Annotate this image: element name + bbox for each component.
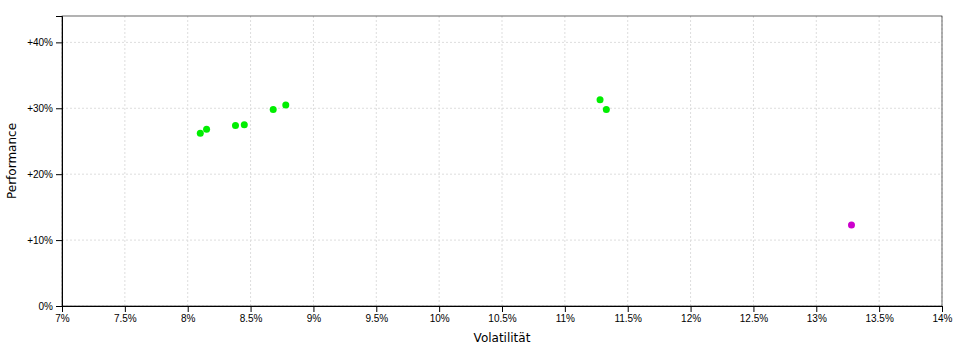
tick-mark — [691, 306, 692, 312]
grid-line — [62, 240, 942, 241]
tick: +30% — [27, 103, 62, 114]
tick-label: 8% — [181, 313, 196, 324]
point — [848, 221, 855, 228]
tick-label: 9.5% — [365, 313, 388, 324]
points — [197, 96, 855, 228]
tick: 0% — [39, 301, 62, 312]
tick-mark — [942, 306, 943, 312]
tick: 13.5% — [865, 306, 893, 324]
grid-line — [124, 16, 125, 306]
grid — [62, 16, 942, 306]
tick-mark — [125, 306, 126, 312]
grid-line — [376, 16, 377, 306]
axis-line — [63, 307, 943, 313]
tick-mark — [188, 306, 189, 312]
grid-line — [313, 16, 314, 306]
tick-label: 0% — [39, 301, 54, 312]
tick: 11% — [556, 306, 575, 324]
grid-line — [816, 16, 817, 306]
tick-label: +30% — [27, 103, 53, 114]
tick-label: +10% — [27, 235, 53, 246]
tick-mark — [628, 306, 629, 312]
tick-label: +40% — [27, 37, 53, 48]
tick: 12% — [681, 306, 701, 324]
grid-line — [690, 16, 691, 306]
tick: 7.5% — [114, 306, 137, 324]
point — [270, 106, 277, 113]
tick: 10.5% — [488, 306, 516, 324]
axis-line — [56, 17, 63, 307]
tick: +10% — [27, 235, 62, 246]
tick: 7% — [55, 306, 70, 324]
y-axis: 0% +10% +20% +30% +40% — [27, 17, 62, 312]
grid-line — [62, 42, 942, 43]
point — [241, 121, 248, 128]
tick-label: 13% — [807, 313, 827, 324]
point — [197, 130, 204, 137]
tick-label: 12.5% — [740, 313, 768, 324]
tick-mark — [376, 306, 377, 312]
tick-mark — [56, 42, 62, 43]
tick-mark — [56, 306, 62, 307]
point — [597, 96, 604, 103]
grid-line — [62, 108, 942, 109]
point — [203, 126, 210, 133]
series — [848, 221, 855, 228]
grid-line — [439, 16, 440, 306]
tick-label: 9% — [307, 313, 322, 324]
tick-label: 13.5% — [865, 313, 893, 324]
grid-line — [502, 16, 503, 306]
tick: 9.5% — [365, 306, 388, 324]
tick: 10% — [430, 306, 450, 324]
series — [197, 96, 610, 137]
tick-label: 8.5% — [240, 313, 263, 324]
tick: 11.5% — [614, 306, 642, 324]
point — [282, 101, 289, 108]
y-axis-title: Performance — [5, 123, 19, 199]
grid-line — [62, 174, 942, 175]
tick: 13% — [807, 306, 827, 324]
tick: +20% — [27, 169, 62, 180]
tick: 12.5% — [740, 306, 768, 324]
tick-label: 12% — [681, 313, 701, 324]
chart: 7% 7.5% 8% 8.5% 9% 9.5% 10% 10.5% 11% 11.5% 12% 12.… — [0, 0, 966, 350]
tick-mark — [56, 174, 62, 175]
x-axis: 7% 7.5% 8% 8.5% 9% 9.5% 10% 10.5% 11% 11.5% 12% 12.… — [55, 306, 952, 324]
tick-mark — [502, 306, 503, 312]
grid-line — [564, 16, 565, 306]
tick-mark — [251, 306, 252, 312]
tick-mark — [56, 108, 62, 109]
tick: +40% — [27, 37, 62, 48]
tick-mark — [879, 306, 880, 312]
tick-label: 11.5% — [614, 313, 642, 324]
point — [232, 122, 239, 129]
grid-line — [627, 16, 628, 306]
tick: 8.5% — [240, 306, 263, 324]
tick-label: 10% — [430, 313, 450, 324]
tick-label: 10.5% — [488, 313, 516, 324]
tick-mark — [565, 306, 566, 312]
tick-mark — [816, 306, 817, 312]
tick-label: 7.5% — [114, 313, 137, 324]
tick-label: 7% — [55, 313, 70, 324]
tick-mark — [313, 306, 314, 312]
tick: 14% — [932, 306, 952, 324]
tick-label: +20% — [27, 169, 53, 180]
plot-frame — [62, 16, 942, 306]
plot: 7% 7.5% 8% 8.5% 9% 9.5% 10% 10.5% 11% 11.5% 12% 12.… — [27, 16, 952, 324]
tick-label: 14% — [932, 313, 952, 324]
tick-mark — [56, 240, 62, 241]
grid-line — [187, 16, 188, 306]
x-axis-title: Volatilität — [474, 331, 531, 345]
tick-label: 11% — [556, 313, 575, 324]
grid-line — [879, 16, 880, 306]
tick-mark — [753, 306, 754, 312]
grid-line — [753, 16, 754, 306]
tick-mark — [439, 306, 440, 312]
tick: 8% — [181, 306, 196, 324]
tick: 9% — [307, 306, 322, 324]
point — [603, 106, 610, 113]
grid-line — [250, 16, 251, 306]
